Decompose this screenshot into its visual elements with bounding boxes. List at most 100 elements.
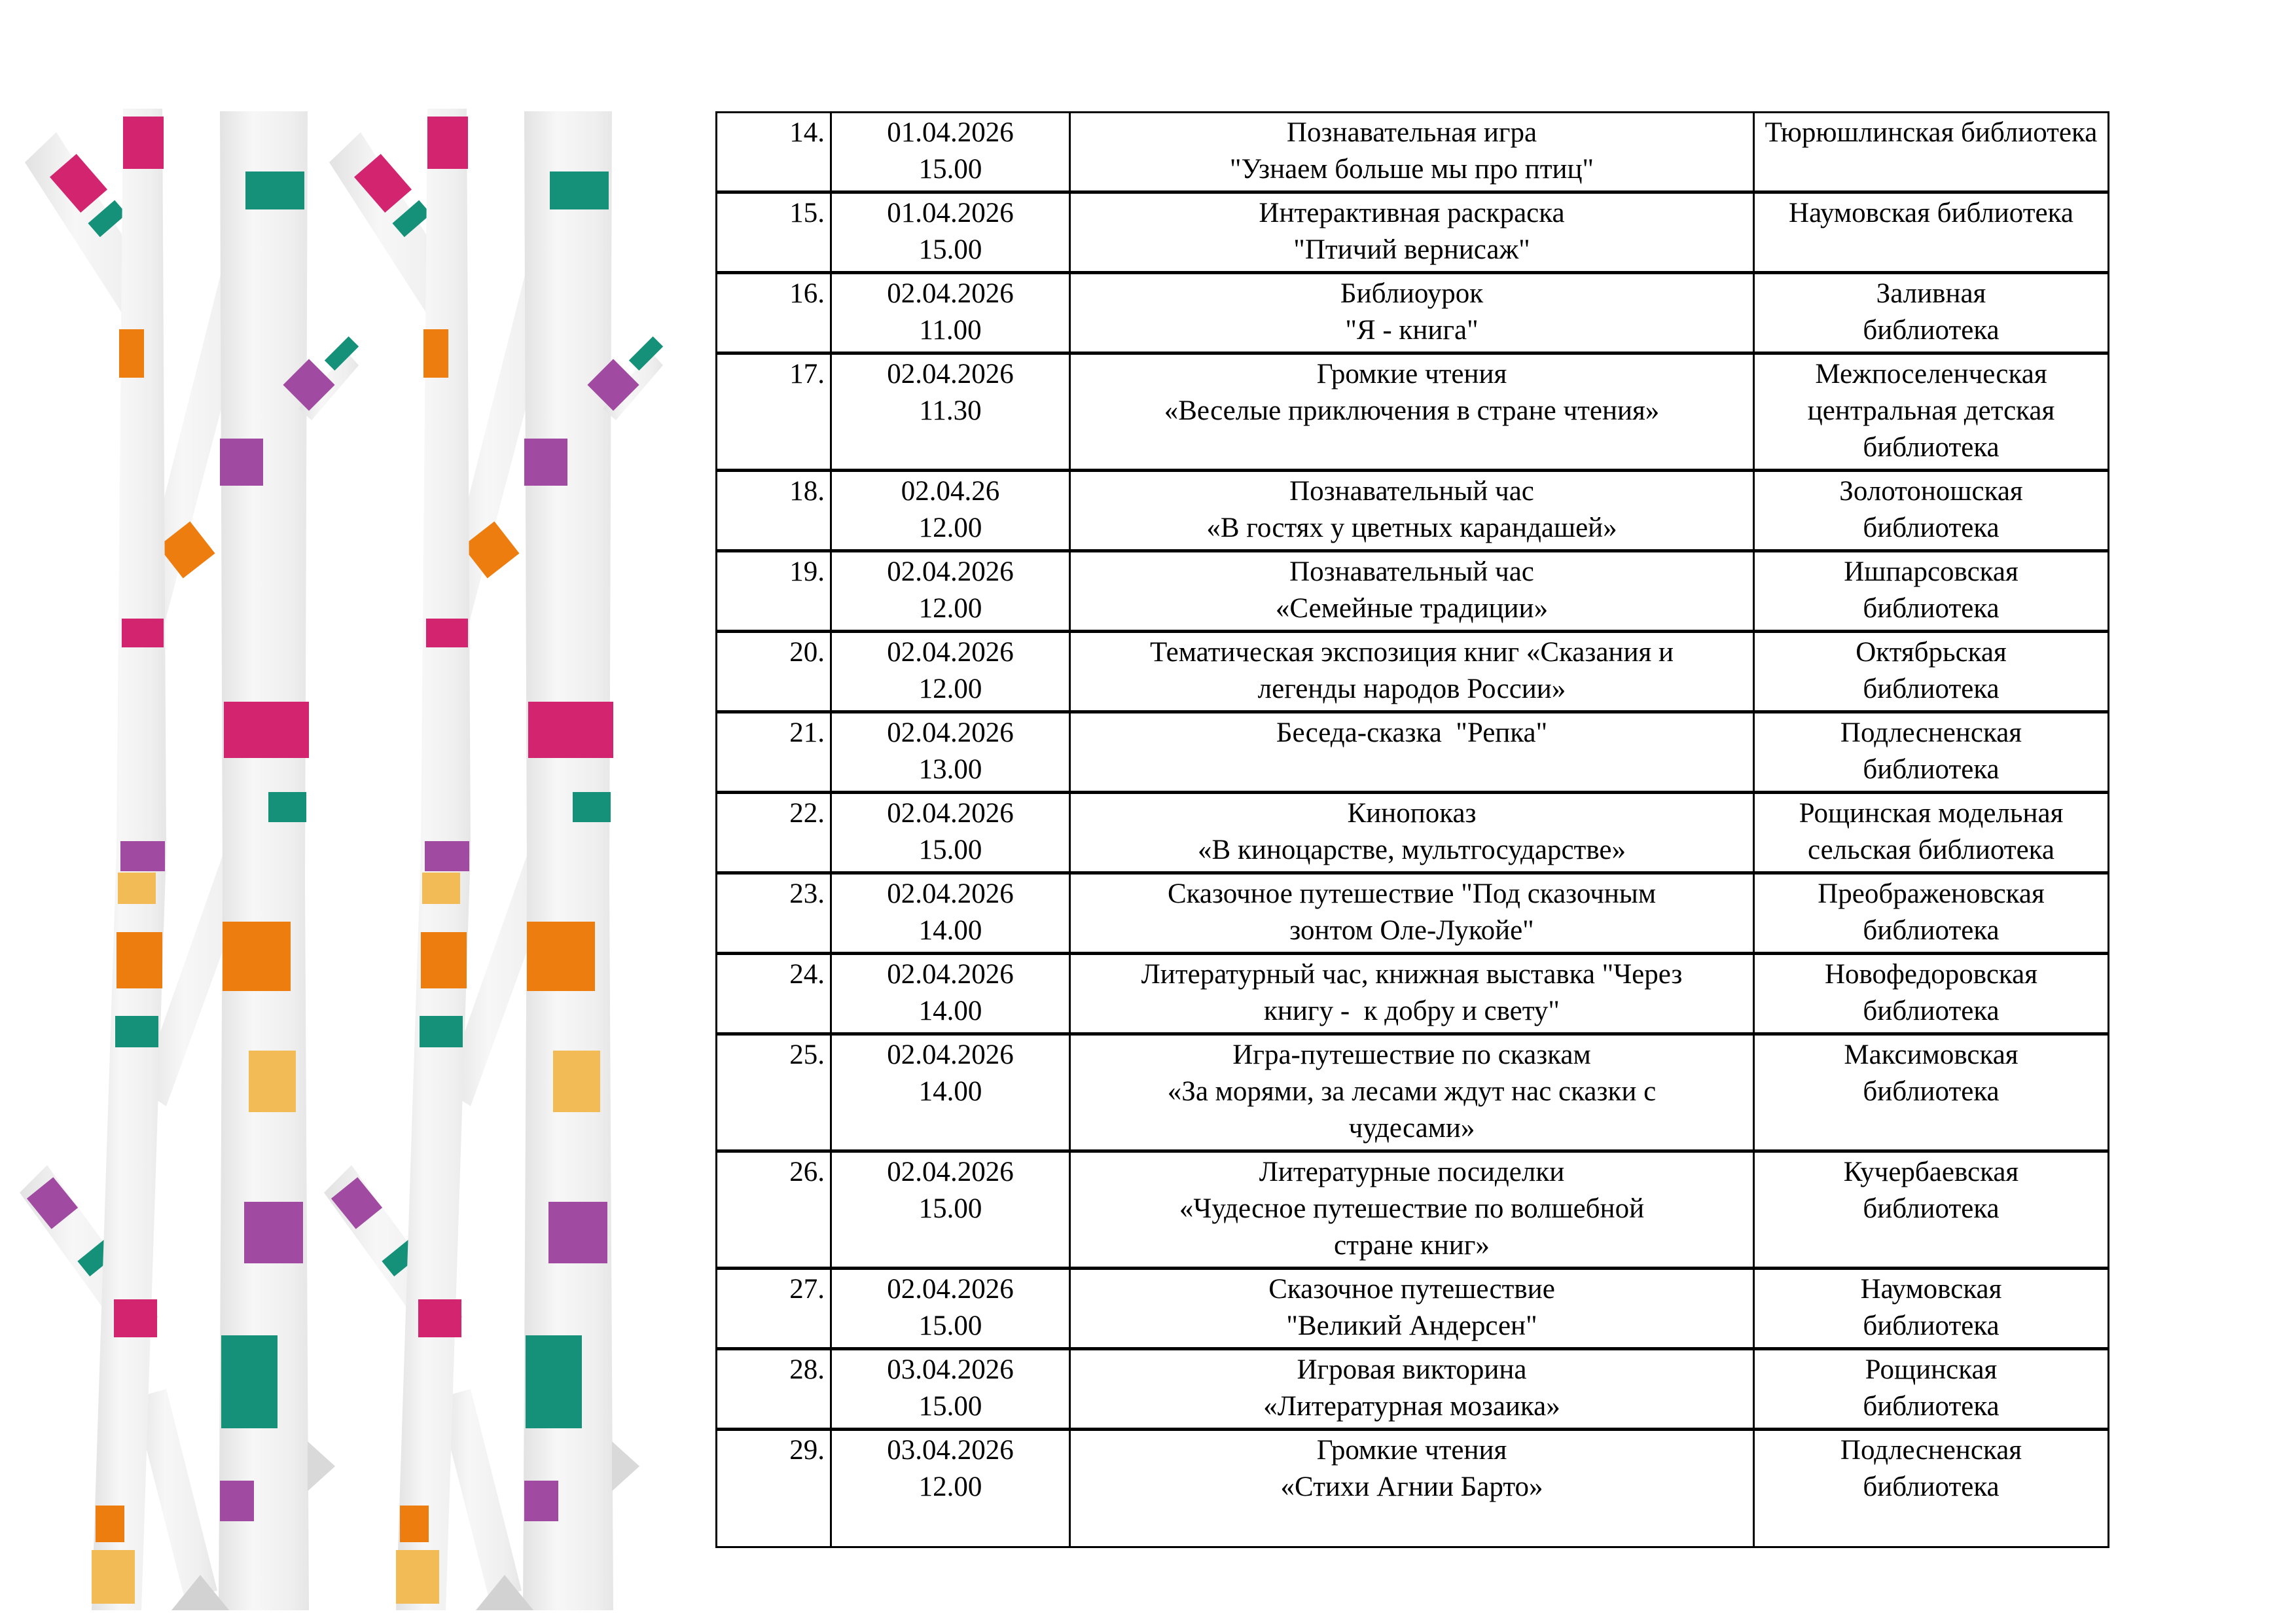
text-line: библиотека xyxy=(1863,1193,2000,1224)
date-time-cell: 02.04.2026 13.00 xyxy=(830,710,1071,793)
row-number-cell: 29. xyxy=(715,1428,832,1548)
text-line: «Семейные традиции» xyxy=(1275,593,1549,624)
text-line: Рощинская xyxy=(1865,1354,1998,1385)
date-time-cell: 02.04.2026 14.00 xyxy=(830,952,1071,1035)
event-cell: Интерактивная раскраска "Птичий вернисаж" xyxy=(1069,190,1755,274)
text-line: 15.00 xyxy=(918,1391,982,1422)
text-line: Литературный час, книжная выставка "Чере… xyxy=(1141,959,1683,990)
text-line: 16. xyxy=(789,278,825,309)
text-line: "Узнаем больше мы про птиц" xyxy=(1229,154,1594,185)
table-row: 19. 02.04.2026 12.00 Познавательный час «Сем… xyxy=(715,549,2109,632)
text-line: Познавательный час xyxy=(1289,556,1534,587)
schedule-table-body: 14. 01.04.2026 15.00 Познавательная игра "Уз… xyxy=(715,111,2109,1548)
text-line: Познавательный час xyxy=(1289,476,1534,507)
row-number-cell: 23. xyxy=(715,871,832,954)
text-line: 02.04.2026 xyxy=(887,556,1014,587)
text-line: библиотека xyxy=(1863,1076,2000,1107)
text-line: Наумовская xyxy=(1860,1274,2002,1305)
text-line: библиотека xyxy=(1863,674,2000,704)
event-cell: Громкие чтения «Стихи Агнии Барто» xyxy=(1069,1428,1755,1548)
library-cell: Наумовская библиотека xyxy=(1753,190,2109,274)
text-line: библиотека xyxy=(1863,1471,2000,1502)
text-line: 24. xyxy=(789,959,825,990)
text-line: 26. xyxy=(789,1157,825,1187)
text-line: 19. xyxy=(789,556,825,587)
table-row: 25. 02.04.2026 14.00 Игра-путешествие по ск… xyxy=(715,1032,2109,1152)
table-row: 17. 02.04.2026 11.30 Громкие чтения «Веселые… xyxy=(715,352,2109,471)
birch-trees-illustration xyxy=(20,109,664,1610)
event-cell: Познавательный час «Семейные традиции» xyxy=(1069,549,1755,632)
text-line: Тюрюшлинская библиотека xyxy=(1765,117,2098,148)
library-cell: Наумовская библиотека xyxy=(1753,1267,2109,1350)
row-number-cell: 16. xyxy=(715,271,832,354)
text-line: Интерактивная раскраска xyxy=(1259,198,1565,228)
table-row: 22. 02.04.2026 15.00 Кинопоказ «В киноцарств… xyxy=(715,791,2109,874)
text-line: Библиоурок xyxy=(1340,278,1484,309)
text-line: "Великий Андерсен" xyxy=(1286,1310,1537,1341)
text-line: Рощинская модельная xyxy=(1799,798,2064,829)
library-cell: Ишпарсовская библиотека xyxy=(1753,549,2109,632)
library-cell: Новофедоровская библиотека xyxy=(1753,952,2109,1035)
text-line: 15. xyxy=(789,198,825,228)
row-number-cell: 19. xyxy=(715,549,832,632)
text-line: библиотека xyxy=(1863,593,2000,624)
text-line: 13.00 xyxy=(918,754,982,785)
library-cell: Тюрюшлинская библиотека xyxy=(1753,111,2109,193)
text-line: библиотека xyxy=(1863,513,2000,543)
text-line: 12.00 xyxy=(918,674,982,704)
text-line: 12.00 xyxy=(918,1471,982,1502)
library-cell: Октябрьская библиотека xyxy=(1753,630,2109,713)
text-line: 28. xyxy=(789,1354,825,1385)
text-line: 15.00 xyxy=(918,835,982,865)
table-row: 18. 02.04.26 12.00 Познавательный час «В гос… xyxy=(715,469,2109,552)
table-row: 24. 02.04.2026 14.00 Литературный час, книж… xyxy=(715,952,2109,1035)
text-line: 12.00 xyxy=(918,593,982,624)
row-number-cell: 18. xyxy=(715,469,832,552)
text-line: библиотека xyxy=(1863,432,2000,463)
text-line: 11.00 xyxy=(919,315,982,346)
date-time-cell: 02.04.26 12.00 xyxy=(830,469,1071,552)
text-line: 21. xyxy=(789,717,825,748)
text-line: «В киноцарстве, мультгосударстве» xyxy=(1198,835,1626,865)
text-line: Литературные посиделки xyxy=(1259,1157,1565,1187)
row-number-cell: 27. xyxy=(715,1267,832,1350)
row-number-cell: 24. xyxy=(715,952,832,1035)
event-cell: Кинопоказ «В киноцарстве, мультгосударств… xyxy=(1069,791,1755,874)
text-line: 29. xyxy=(789,1435,825,1466)
date-time-cell: 01.04.2026 15.00 xyxy=(830,111,1071,193)
event-cell: Игра-путешествие по сказкам «За морями, з… xyxy=(1069,1032,1755,1152)
text-line: 18. xyxy=(789,476,825,507)
text-line: сельская библиотека xyxy=(1807,835,2054,865)
text-line: 01.04.2026 xyxy=(887,198,1014,228)
library-cell: Кучербаевская библиотека xyxy=(1753,1149,2109,1269)
text-line: 02.04.2026 xyxy=(887,637,1014,668)
text-line: 02.04.2026 xyxy=(887,1039,1014,1070)
text-line: Золотоношская xyxy=(1839,476,2023,507)
date-time-cell: 02.04.2026 11.00 xyxy=(830,271,1071,354)
library-cell: Рощинская библиотека xyxy=(1753,1347,2109,1430)
text-line: "Птичий вернисаж" xyxy=(1293,234,1530,265)
event-cell: Сказочное путешествие "Великий Андерсен" xyxy=(1069,1267,1755,1350)
text-line: 15.00 xyxy=(918,1310,982,1341)
text-line: 15.00 xyxy=(918,1193,982,1224)
text-line: Кинопоказ xyxy=(1347,798,1477,829)
event-cell: Громкие чтения «Веселые приключения в стр… xyxy=(1069,352,1755,471)
row-number-cell: 25. xyxy=(715,1032,832,1152)
text-line: Максимовская xyxy=(1844,1039,2018,1070)
schedule-table: 14. 01.04.2026 15.00 Познавательная игра "Уз… xyxy=(715,111,2109,1548)
library-cell: Максимовская библиотека xyxy=(1753,1032,2109,1152)
text-line: Новофедоровская xyxy=(1824,959,2038,990)
table-row: 26. 02.04.2026 15.00 Литературные посиделки… xyxy=(715,1149,2109,1269)
text-line: 11.30 xyxy=(919,395,982,426)
text-line: «Чудесное путешествие по волшебной xyxy=(1179,1193,1645,1224)
date-time-cell: 02.04.2026 14.00 xyxy=(830,1032,1071,1152)
date-time-cell: 02.04.2026 14.00 xyxy=(830,871,1071,954)
schedule-table-container: 14. 01.04.2026 15.00 Познавательная игра "Уз… xyxy=(715,111,2109,1548)
date-time-cell: 02.04.2026 15.00 xyxy=(830,1267,1071,1350)
event-cell: Познавательная игра "Узнаем больше мы про… xyxy=(1069,111,1755,193)
text-line: библиотека xyxy=(1863,754,2000,785)
text-line: библиотека xyxy=(1863,1391,2000,1422)
date-time-cell: 02.04.2026 15.00 xyxy=(830,1149,1071,1269)
table-row: 28. 03.04.2026 15.00 Игровая викторина «Лите… xyxy=(715,1347,2109,1430)
text-line: стране книг» xyxy=(1334,1230,1490,1261)
